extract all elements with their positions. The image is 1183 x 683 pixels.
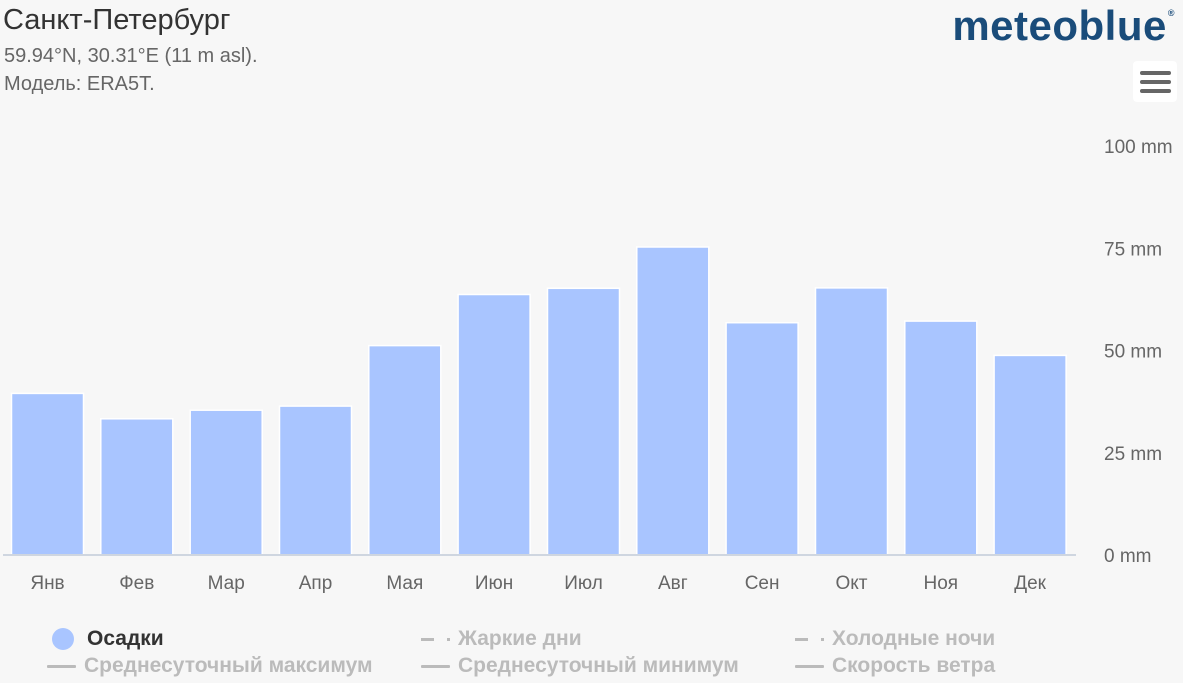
bar-Мар[interactable]: [189, 409, 263, 556]
x-tick-label: Июл: [564, 573, 603, 594]
x-tick-label: Окт: [835, 573, 867, 594]
bar-Июн[interactable]: [457, 293, 531, 556]
menu-line: [1139, 79, 1171, 84]
bar-Авг[interactable]: [636, 246, 710, 556]
hamburger-menu-icon[interactable]: [1133, 61, 1177, 102]
x-tick-labels: Янв Фев Мар Апр Мая Июн Июл Авг Сен Окт Ноя Дек: [30, 573, 1046, 594]
x-tick-label: Авг: [658, 573, 688, 594]
chart-bars: [10, 246, 1067, 556]
menu-line: [1139, 88, 1171, 93]
y-tick-label: 50 mm: [1104, 342, 1162, 363]
x-tick-label: Мая: [386, 573, 423, 594]
registered-mark: ®: [1167, 8, 1175, 18]
meteoblue-logo[interactable]: meteoblue®: [952, 2, 1175, 50]
bar-Мая[interactable]: [368, 344, 442, 556]
x-tick-label: Дек: [1014, 573, 1046, 594]
bar-Июл[interactable]: [546, 287, 621, 556]
bar-Сен[interactable]: [725, 321, 799, 556]
x-tick-label: Апр: [299, 573, 333, 594]
page-title: Санкт-Петербург: [3, 4, 231, 36]
location-coordinates: 59.94°N, 30.31°E (11 m asl).: [4, 45, 258, 67]
bar-Дек[interactable]: [993, 354, 1067, 556]
x-tick-label: Мар: [208, 573, 245, 594]
logo-text: meteoblue: [952, 2, 1167, 49]
x-tick-label: Янв: [30, 573, 64, 594]
y-tick-labels: 0 mm 25 mm 50 mm 75 mm 100 mm: [1104, 137, 1173, 567]
y-tick-label: 25 mm: [1104, 444, 1162, 465]
y-tick-label: 100 mm: [1104, 137, 1173, 158]
bar-Янв[interactable]: [10, 392, 85, 556]
bar-Апр[interactable]: [278, 405, 353, 556]
bar-Окт[interactable]: [814, 287, 889, 556]
menu-line: [1139, 70, 1171, 75]
x-tick-label: Фев: [119, 573, 154, 594]
x-tick-label: Ноя: [924, 573, 959, 594]
x-tick-label: Июн: [475, 573, 513, 594]
bar-Фев[interactable]: [100, 418, 174, 556]
model-label: Модель: ERA5T.: [4, 73, 155, 95]
x-tick-label: Сен: [745, 573, 780, 594]
y-tick-label: 0 mm: [1104, 546, 1152, 567]
bar-Ноя[interactable]: [904, 320, 978, 556]
y-tick-label: 75 mm: [1104, 239, 1162, 260]
